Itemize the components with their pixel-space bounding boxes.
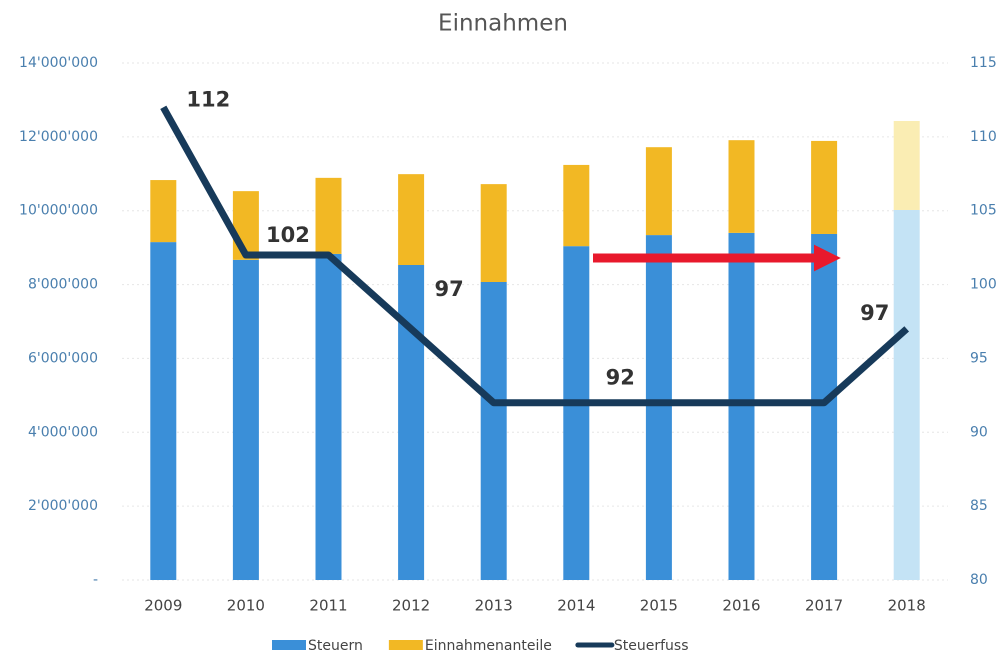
y-tick-label: 4'000'000	[28, 424, 98, 440]
y2-tick-label: 90	[970, 424, 988, 440]
bar	[811, 140, 838, 234]
legend-label: Steuerfuss	[614, 638, 689, 654]
bar	[645, 147, 672, 236]
bar	[398, 264, 425, 580]
bar	[480, 281, 507, 580]
x-tick-label: 2012	[392, 597, 430, 615]
y2-tick-label: 105	[970, 203, 997, 219]
bar	[728, 140, 755, 233]
bar	[315, 177, 342, 254]
y2-tick-label: 85	[970, 498, 988, 514]
y2-tick-label: 95	[970, 350, 988, 366]
bar	[480, 184, 507, 282]
data-label: 97	[434, 277, 463, 301]
x-tick-label: 2016	[722, 597, 760, 615]
bar	[563, 164, 590, 247]
x-tick-label: 2009	[144, 597, 182, 615]
bar	[150, 180, 177, 243]
bar	[398, 174, 425, 265]
y-tick-label: 2'000'000	[28, 498, 98, 514]
bar	[893, 209, 920, 580]
data-label: 112	[186, 87, 230, 111]
bar	[563, 246, 590, 580]
bar	[645, 235, 672, 580]
bar	[728, 232, 755, 580]
x-tick-label: 2018	[888, 597, 926, 615]
y-tick-label: 8'000'000	[28, 277, 98, 293]
chart-title: Einnahmen	[438, 11, 568, 37]
x-tick-label: 2017	[805, 597, 843, 615]
data-label: 102	[266, 223, 310, 247]
bar	[811, 233, 838, 580]
y2-tick-label: 100	[970, 277, 997, 293]
x-tick-label: 2015	[640, 597, 678, 615]
legend-swatch	[272, 640, 306, 650]
legend-swatch	[388, 640, 423, 650]
line	[160, 105, 910, 407]
legend-label: Einnahmenanteile	[425, 638, 552, 654]
y2-tick-label: 110	[970, 129, 997, 145]
data-label: 92	[606, 366, 635, 390]
y-tick-label: 14'000'000	[19, 55, 98, 71]
x-tick-label: 2014	[557, 597, 595, 615]
bar	[150, 242, 177, 580]
x-tick-label: 2013	[475, 597, 513, 615]
y-tick-label: -	[93, 572, 98, 588]
y2-tick-label: 80	[970, 572, 988, 588]
x-tick-label: 2010	[227, 597, 265, 615]
y2-tick-label: 115	[970, 55, 997, 71]
bar	[232, 259, 259, 580]
legend-label: Steuern	[308, 638, 363, 654]
x-tick-label: 2011	[309, 597, 347, 615]
y-tick-label: 12'000'000	[19, 129, 98, 145]
bar	[315, 253, 342, 580]
bar	[893, 120, 920, 210]
y-tick-label: 6'000'000	[28, 350, 98, 366]
data-label: 97	[860, 301, 889, 325]
y-tick-label: 10'000'000	[19, 203, 98, 219]
